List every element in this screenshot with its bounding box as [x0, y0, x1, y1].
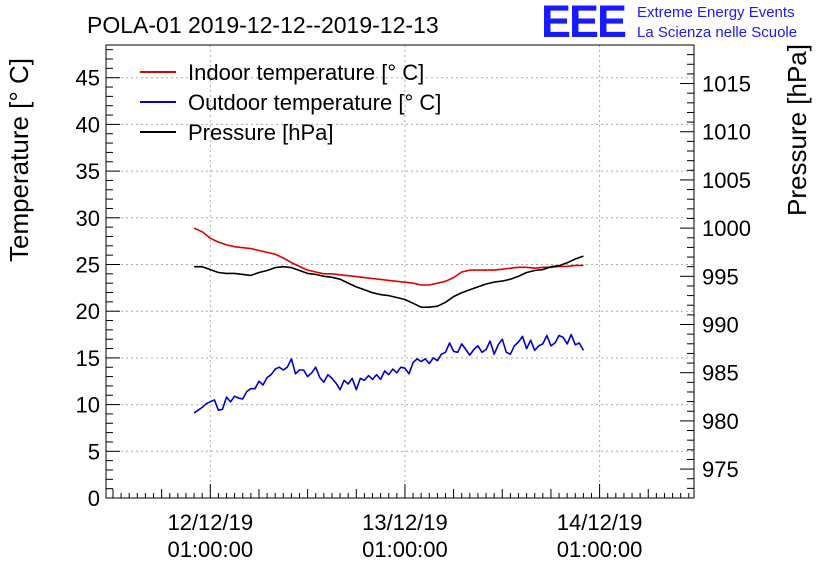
- x-tick-date: 14/12/19: [557, 510, 643, 535]
- y2-tick-label: 1010: [702, 120, 751, 145]
- y-tick-label: 25: [76, 252, 100, 277]
- eee-logo-line2: La Scienza nelle Scuole: [637, 24, 798, 41]
- y2-tick-label: 975: [702, 457, 739, 482]
- grid: [106, 45, 694, 498]
- legend-label-pressure: Pressure [hPa]: [188, 120, 334, 145]
- y2-tick-label: 985: [702, 361, 739, 386]
- x-tick-time: 01:00:00: [557, 537, 643, 562]
- eee-logo: EEE Extreme Energy Events La Scienza nel…: [541, 0, 831, 47]
- y-tick-label: 30: [76, 206, 100, 231]
- y-tick-label: 0: [88, 486, 100, 511]
- y2-tick-label: 995: [702, 264, 739, 289]
- legend-label-indoor: Indoor temperature [° C]: [188, 60, 424, 85]
- x-tick-time: 01:00:00: [362, 537, 448, 562]
- x-tick-time: 01:00:00: [167, 537, 253, 562]
- series-indoor-temperature: [193, 227, 584, 286]
- y-tick-label: 40: [76, 112, 100, 137]
- eee-logo-mark: EEE: [541, 0, 627, 47]
- series-group: [193, 227, 585, 414]
- y-tick-label: 45: [76, 66, 100, 91]
- eee-logo-line1: Extreme Energy Events: [637, 4, 795, 21]
- x-tick-date: 13/12/19: [362, 510, 448, 535]
- chart-title: POLA-01 2019-12-12--2019-12-13: [87, 12, 439, 38]
- y2-tick-label: 1005: [702, 168, 751, 193]
- y2-tick-label: 1000: [702, 216, 751, 241]
- y2-axis-label: Pressure [hPa]: [782, 44, 812, 216]
- y-tick-label: 10: [76, 393, 100, 418]
- y-axis-right: 975 980 985 990 995 1000 1005 1010 1015: [680, 44, 751, 499]
- y-tick-label: 35: [76, 159, 100, 184]
- x-axis: 12/12/1901:00:0013/12/1901:00:0014/12/19…: [112, 484, 690, 562]
- y2-tick-label: 990: [702, 313, 739, 338]
- y-axis-label: Temperature [° C]: [4, 58, 34, 262]
- y-tick-label: 5: [88, 439, 100, 464]
- plot-frame: [105, 44, 695, 499]
- y2-tick-label: 980: [702, 409, 739, 434]
- x-tick-date: 12/12/19: [167, 510, 253, 535]
- y-tick-label: 15: [76, 346, 100, 371]
- y-axis-left: 0 5 10 15 20 25 30 35 40 45: [76, 49, 120, 511]
- series-outdoor-temperature: [193, 333, 585, 414]
- y2-tick-label: 1015: [702, 72, 751, 97]
- legend-label-outdoor: Outdoor temperature [° C]: [188, 90, 441, 115]
- legend: Indoor temperature [° C] Outdoor tempera…: [140, 60, 441, 145]
- series-pressure: [194, 255, 584, 309]
- y-tick-label: 20: [76, 299, 100, 324]
